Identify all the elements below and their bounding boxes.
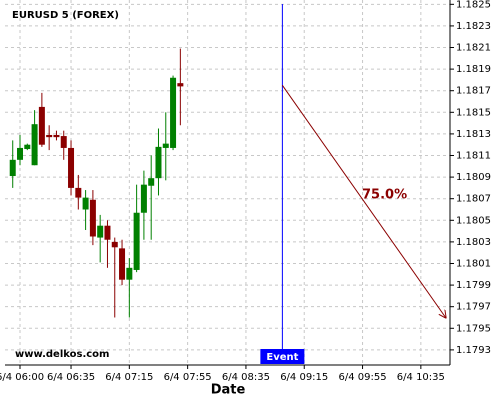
x-tick-label: 6/4 09:55 bbox=[338, 372, 386, 383]
y-tick-label: 1.1811 bbox=[456, 151, 491, 162]
candle-body bbox=[31, 124, 38, 166]
forecast-label: 75.0% bbox=[362, 188, 407, 203]
candle-body bbox=[9, 159, 16, 177]
y-tick-label: 1.1793 bbox=[456, 345, 491, 356]
candle-body bbox=[140, 184, 147, 213]
candle-body bbox=[53, 134, 60, 138]
candle-body bbox=[97, 225, 104, 238]
y-tick-label: 1.1813 bbox=[456, 129, 491, 140]
x-tick-label: 6/4 06:00 bbox=[0, 372, 44, 383]
candle-body bbox=[68, 147, 75, 188]
candle-body bbox=[60, 136, 67, 148]
x-axis-label: Date bbox=[211, 383, 246, 398]
x-tick-label: 6/4 07:15 bbox=[105, 372, 153, 383]
y-tick-label: 1.1821 bbox=[456, 43, 491, 54]
x-tick-label: 6/4 10:35 bbox=[397, 372, 445, 383]
candle-body bbox=[119, 248, 126, 280]
candle-body bbox=[111, 241, 118, 248]
candle-body bbox=[170, 77, 177, 148]
y-tick-label: 1.1819 bbox=[456, 64, 491, 75]
y-tick-label: 1.1807 bbox=[456, 194, 491, 205]
candle-body bbox=[17, 147, 24, 160]
candle-body bbox=[46, 134, 53, 138]
y-tick-label: 1.1795 bbox=[456, 323, 491, 334]
x-tick-label: 6/4 08:35 bbox=[222, 372, 270, 383]
y-tick-label: 1.1799 bbox=[456, 280, 491, 291]
candle-body bbox=[104, 225, 111, 240]
y-tick-label: 1.1805 bbox=[456, 215, 491, 226]
event-label: Event bbox=[266, 352, 298, 363]
chart-title: EURUSD 5 (FOREX) bbox=[12, 10, 119, 21]
y-tick-label: 1.1809 bbox=[456, 172, 491, 183]
candle-body bbox=[126, 267, 133, 280]
y-tick-label: 1.1801 bbox=[456, 258, 491, 269]
watermark: www.delkos.com bbox=[15, 349, 109, 360]
y-tick-label: 1.1817 bbox=[456, 86, 491, 97]
candle-body bbox=[148, 178, 155, 186]
y-tick-label: 1.1815 bbox=[456, 107, 491, 118]
y-tick-label: 1.1823 bbox=[456, 21, 491, 32]
candle-body bbox=[155, 146, 162, 179]
x-tick-label: 6/4 07:55 bbox=[164, 372, 212, 383]
y-tick-label: 1.1797 bbox=[456, 302, 491, 313]
candle-body bbox=[177, 83, 184, 87]
candle-body bbox=[133, 212, 140, 270]
candle-body bbox=[75, 187, 82, 198]
candle-body bbox=[89, 199, 96, 237]
y-tick-label: 1.1803 bbox=[456, 237, 491, 248]
event-box bbox=[260, 349, 305, 364]
candle-body bbox=[38, 106, 45, 145]
candle-body bbox=[24, 144, 31, 150]
candle-body bbox=[162, 143, 169, 148]
x-tick-label: 6/4 06:35 bbox=[47, 372, 95, 383]
x-tick-label: 6/4 09:15 bbox=[280, 372, 328, 383]
candle-body bbox=[82, 197, 89, 210]
y-tick-label: 1.1825 bbox=[456, 0, 491, 10]
forecast-arrow bbox=[281, 85, 445, 317]
